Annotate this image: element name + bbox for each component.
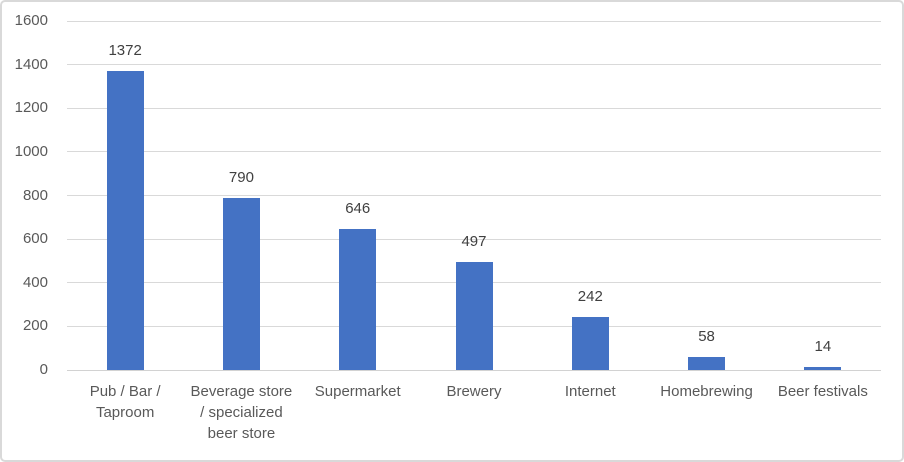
x-axis-line (67, 369, 881, 371)
bar-internet (571, 317, 609, 370)
x-axis-label: Supermarket (314, 383, 401, 400)
bar-supermarket (339, 229, 377, 370)
x-axis-label: Internet (564, 383, 616, 400)
x-axis-label: Homebrewing (660, 383, 753, 400)
bar-beer-festivals (804, 366, 842, 370)
x-axis-label: Beverage store / specialized beer store (190, 383, 293, 442)
y-axis-tick-label: 1600 (14, 12, 48, 29)
bar-value-label: 58 (698, 328, 715, 346)
gridline (67, 151, 881, 153)
bar-value-label: 242 (577, 288, 603, 306)
bar-value-label: 646 (345, 200, 371, 218)
gridline (67, 20, 881, 22)
gridline (67, 64, 881, 66)
bar-beverage-store-specialized-beer-store (222, 197, 260, 370)
bar-brewery (455, 261, 493, 370)
y-axis-tick-label: 200 (22, 317, 48, 335)
y-axis-tick-label: 600 (22, 230, 48, 248)
bar-pub-bar-taproom (106, 70, 144, 370)
gridline (67, 107, 881, 109)
y-axis-tick-label: 1000 (14, 142, 48, 160)
y-axis-tick-label: 0 (39, 361, 48, 378)
bar-value-label: 1372 (108, 41, 142, 59)
bar-value-label: 790 (228, 168, 254, 186)
x-axis-label: Beer festivals (777, 383, 868, 400)
bar-value-label: 497 (461, 232, 487, 250)
bar-homebrewing (688, 357, 726, 370)
y-axis-tick-label: 400 (22, 273, 48, 291)
x-axis-label: Brewery (446, 383, 502, 400)
y-axis-tick-label: 800 (22, 186, 48, 204)
bar-value-label: 14 (814, 337, 832, 355)
y-axis-tick-label: 1400 (14, 55, 48, 73)
gridline (67, 195, 881, 196)
plot-area: 1372 790 646 497 242 58 14 (67, 20, 881, 371)
x-axis-label: Pub / Bar / Taproom (89, 383, 161, 421)
gridline (67, 238, 881, 240)
y-axis-tick-label: 1200 (14, 99, 48, 117)
